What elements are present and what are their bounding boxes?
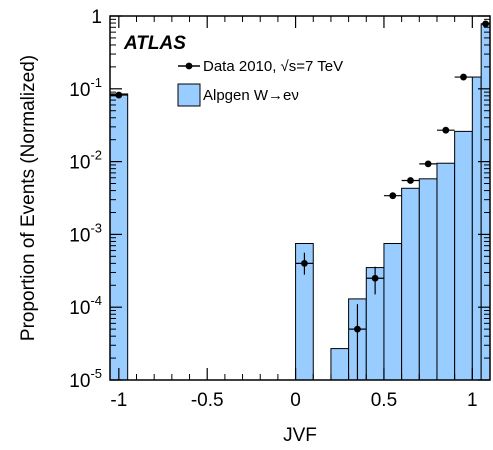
y-axis-title: Proportion of Events (Normalized) — [18, 55, 39, 341]
legend-data-marker — [185, 62, 193, 70]
histogram-bar-0 — [109, 93, 129, 381]
data-point-6 — [424, 160, 432, 168]
data-points-layer — [110, 20, 490, 380]
axes-layer: -1 -0.5 0 0.5 1 10-5 10-4 10-3 10-2 10-1 1 — [69, 7, 491, 411]
histogram-bar-11 — [480, 23, 491, 381]
histogram-bar-10 — [471, 76, 482, 381]
x-tick-label-1: -0.5 — [191, 390, 224, 411]
y-tick-label-1: 10-4 — [69, 293, 102, 319]
data-point-5 — [407, 177, 414, 184]
data-point-9 — [482, 20, 489, 28]
legend-data-label: Data 2010, √s=7 TeV — [203, 58, 343, 75]
labels-layer: ATLAS JVF Proportion of Events (Normaliz… — [18, 33, 317, 446]
legend-mc-swatch — [177, 83, 201, 107]
histogram-bar-9 — [454, 130, 473, 381]
histogram-bar-5 — [383, 242, 403, 381]
data-point-8 — [460, 73, 467, 81]
data-point-2 — [354, 325, 361, 333]
legend-mc-label: Alpgen W→eν — [203, 87, 299, 104]
y-tick-label-0: 10-5 — [69, 366, 102, 392]
y-tick-label-2: 10-3 — [69, 220, 102, 246]
data-point-3 — [371, 274, 379, 282]
x-tick-label-4: 1 — [467, 390, 478, 411]
data-point-0 — [115, 91, 123, 99]
histogram-bar-8 — [436, 162, 456, 381]
data-point-1 — [301, 259, 308, 267]
histogram-bar-7 — [418, 178, 438, 381]
histogram-bar-2 — [330, 348, 350, 381]
y-tick-label-5: 1 — [91, 7, 102, 28]
legend: Data 2010, √s=7 TeV Alpgen W→eν — [177, 58, 343, 107]
y-tick-label-3: 10-2 — [69, 148, 102, 174]
plot-frame — [109, 15, 491, 381]
histogram-layer — [109, 23, 491, 381]
experiment-label: ATLAS — [123, 33, 186, 54]
x-tick-label-0: -1 — [110, 390, 127, 411]
data-point-4 — [389, 192, 397, 200]
y-tick-label-4: 10-1 — [69, 75, 102, 101]
histogram-bar-6 — [401, 187, 420, 381]
data-point-7 — [442, 126, 450, 134]
x-tick-label-2: 0 — [290, 390, 301, 411]
x-axis-title: JVF — [283, 425, 317, 446]
x-tick-label-3: 0.5 — [371, 390, 397, 411]
